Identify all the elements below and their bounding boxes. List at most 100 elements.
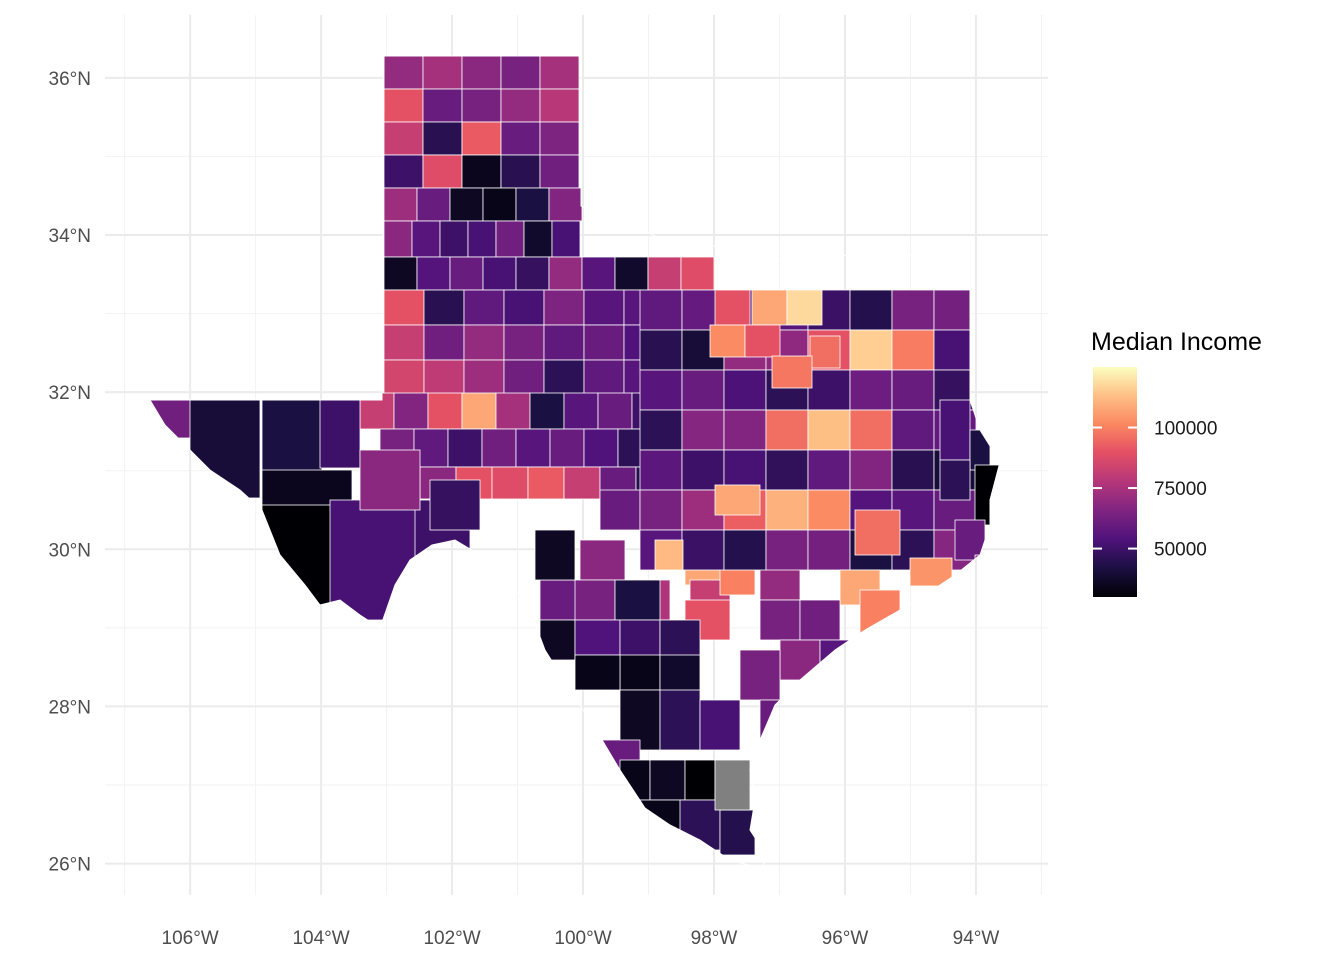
county xyxy=(503,289,545,326)
county-east xyxy=(849,409,893,451)
county xyxy=(529,392,565,430)
county xyxy=(449,256,484,291)
county xyxy=(423,324,465,361)
county-east xyxy=(639,449,683,491)
county-rio-grande xyxy=(679,799,721,851)
county-coast xyxy=(739,649,781,701)
county-trans-pecos xyxy=(429,479,481,531)
county-rio-grande xyxy=(719,809,756,856)
county-east xyxy=(681,409,725,451)
y-tick-label: 26°N xyxy=(49,855,91,876)
county-trans-pecos xyxy=(359,449,421,511)
county-east-border xyxy=(954,519,986,561)
legend-break-label: 75000 xyxy=(1154,479,1207,500)
county xyxy=(548,187,583,222)
county xyxy=(422,154,463,189)
county xyxy=(411,220,441,258)
county xyxy=(503,324,545,361)
county-tarrant xyxy=(709,324,746,358)
county-east xyxy=(639,409,683,451)
county-east xyxy=(891,369,935,411)
county xyxy=(422,56,463,90)
county-rio-grande xyxy=(624,799,686,841)
county-east xyxy=(807,369,851,411)
county xyxy=(515,187,550,222)
county-east xyxy=(723,369,767,411)
county-south xyxy=(659,689,701,751)
county-east xyxy=(849,369,893,411)
county xyxy=(461,56,502,90)
county-south xyxy=(659,619,701,661)
x-tick-label: 96°W xyxy=(822,928,869,949)
county-kaufman xyxy=(809,335,841,369)
county-dallas xyxy=(744,324,781,358)
county-east xyxy=(681,449,725,491)
county xyxy=(539,121,580,156)
county-dallas-area xyxy=(751,289,788,326)
county xyxy=(383,56,424,90)
county xyxy=(383,121,424,156)
county-east xyxy=(723,529,767,571)
county-east xyxy=(681,369,725,411)
county-south xyxy=(539,619,576,661)
legend-break-label: 100000 xyxy=(1154,419,1217,440)
county-east xyxy=(891,289,935,331)
county xyxy=(614,256,649,291)
county-east xyxy=(891,329,935,371)
county xyxy=(461,88,502,123)
county xyxy=(463,289,505,326)
county xyxy=(422,88,463,123)
county-south xyxy=(659,654,701,696)
county xyxy=(583,289,625,326)
county xyxy=(543,289,585,326)
county-east xyxy=(639,289,683,331)
county-rio-grande xyxy=(619,759,651,801)
county-east xyxy=(849,289,893,331)
x-tick-label: 106°W xyxy=(162,928,219,949)
x-tick-label: 94°W xyxy=(953,928,1000,949)
county-kendall xyxy=(654,539,684,571)
y-tick-label: 36°N xyxy=(49,69,91,90)
county xyxy=(449,187,484,222)
county-east xyxy=(891,449,935,491)
county xyxy=(447,428,483,468)
legend-colorbar xyxy=(1093,367,1137,597)
county xyxy=(481,428,517,468)
county xyxy=(416,256,451,291)
county xyxy=(461,392,497,430)
county-coast xyxy=(799,599,841,641)
county xyxy=(539,154,580,189)
county-south xyxy=(699,699,741,751)
county xyxy=(416,187,451,222)
county xyxy=(549,428,585,468)
county-rio-grande xyxy=(684,759,716,801)
county-east xyxy=(807,409,851,451)
county xyxy=(482,187,517,222)
county xyxy=(543,324,585,361)
county-east xyxy=(723,449,767,491)
county-south xyxy=(574,619,621,661)
county xyxy=(463,324,505,361)
axis-tick-labels: 106°W 104°W 102°W 100°W 98°W 96°W 94°W 26°N 28°N… xyxy=(49,69,1000,949)
county xyxy=(491,466,529,500)
county-polygons xyxy=(150,56,1000,856)
county-east xyxy=(849,329,893,371)
y-tick-label: 34°N xyxy=(49,226,91,247)
county xyxy=(523,220,553,258)
county-east xyxy=(849,449,893,491)
county-central xyxy=(599,489,641,531)
county xyxy=(647,256,682,291)
county-rio-grande xyxy=(649,759,686,801)
county-east xyxy=(723,409,767,451)
county-missing-data xyxy=(714,759,751,811)
county-south xyxy=(614,579,661,621)
county-coast xyxy=(779,639,821,681)
y-tick-label: 28°N xyxy=(49,697,91,718)
county xyxy=(563,466,601,500)
county-dallas-area xyxy=(714,289,751,326)
county-east-border xyxy=(969,429,991,471)
county xyxy=(551,220,581,258)
legend-break-label: 50000 xyxy=(1154,540,1207,561)
county-south xyxy=(619,654,661,691)
